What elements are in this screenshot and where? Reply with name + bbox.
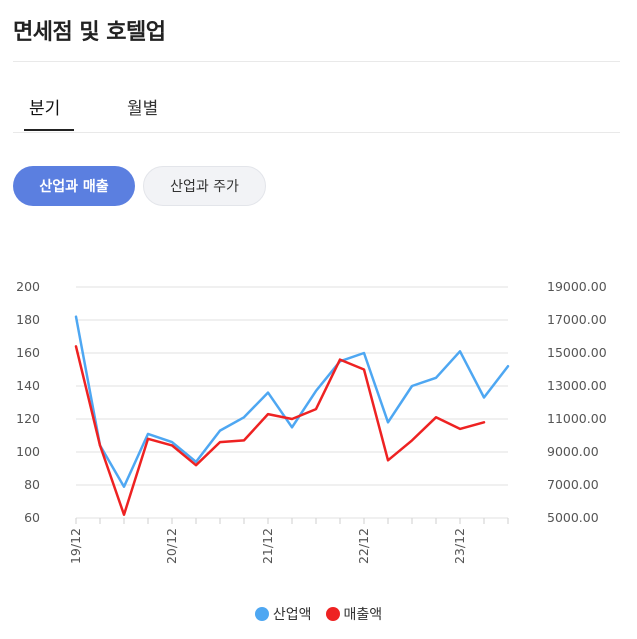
y-right-tick-label: 13000.00	[547, 378, 607, 393]
x-tick-label: 23/12	[452, 528, 467, 564]
y-left-tick-label: 140	[16, 378, 40, 393]
page-title: 면세점 및 호텔업	[13, 20, 166, 45]
y-left-tick-label: 180	[16, 312, 40, 327]
y-right-tick-label: 5000.00	[547, 510, 599, 525]
industry-sales-button[interactable]: 산업과 매출	[13, 166, 135, 206]
y-left-tick-label: 100	[16, 444, 40, 459]
tab-quarterly[interactable]: 분기	[29, 99, 61, 119]
y-right-tick-label: 9000.00	[547, 444, 599, 459]
legend-dot-series1	[254, 607, 269, 621]
y-left-tick-label: 120	[16, 411, 40, 426]
y-right-tick-label: 7000.00	[547, 477, 599, 492]
series-line-1	[74, 315, 510, 488]
header-divider	[13, 61, 620, 62]
y-left-tick-label: 200	[16, 279, 40, 294]
x-tick-label: 19/12	[68, 528, 83, 564]
legend-item-series2[interactable]: 매출액	[325, 604, 383, 624]
y-right-tick-label: 19000.00	[547, 279, 607, 294]
y-left-tick-label: 60	[24, 510, 40, 525]
legend-item-series1[interactable]: 산업액	[254, 604, 312, 624]
legend-label-series1: 산업액	[272, 607, 312, 623]
active-tab-indicator	[24, 129, 74, 131]
series-line-2	[74, 345, 486, 516]
x-tick-label: 21/12	[260, 528, 275, 564]
y-left-tick-label: 160	[16, 345, 40, 360]
industry-stock-button[interactable]: 산업과 주가	[143, 166, 266, 206]
x-tick-label: 22/12	[356, 528, 371, 564]
y-right-tick-label: 11000.00	[547, 411, 607, 426]
x-tick-label: 20/12	[164, 528, 179, 564]
chart-legend: 산업액 매출액	[0, 604, 637, 624]
line-chart: 200 19000.00 180 17000.00 160 15000.00 140 1300…	[16, 279, 607, 564]
y-right-tick-label: 17000.00	[547, 312, 607, 327]
legend-dot-series2	[325, 607, 340, 621]
legend-label-series2: 매출액	[343, 607, 383, 623]
tab-monthly[interactable]: 월별	[127, 99, 159, 119]
tabs-divider	[13, 132, 620, 133]
y-left-tick-label: 80	[24, 477, 40, 492]
y-right-tick-label: 15000.00	[547, 345, 607, 360]
